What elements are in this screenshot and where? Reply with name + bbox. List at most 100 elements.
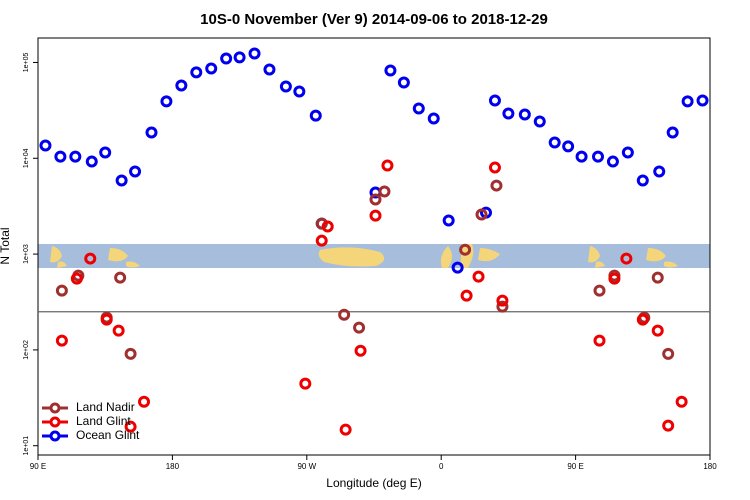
point bbox=[651, 324, 664, 337]
point bbox=[378, 185, 391, 198]
point bbox=[55, 334, 68, 347]
chart-title: 10S-0 November (Ver 9) 2014-09-06 to 201… bbox=[200, 11, 548, 28]
point bbox=[696, 94, 709, 107]
point bbox=[518, 108, 531, 121]
point bbox=[138, 395, 151, 408]
point bbox=[115, 174, 128, 187]
x-tick-label: 180 bbox=[703, 462, 717, 471]
legend-label: Land Glint bbox=[76, 414, 131, 428]
point bbox=[309, 109, 322, 122]
point bbox=[675, 395, 688, 408]
point bbox=[124, 420, 137, 433]
point bbox=[488, 161, 501, 174]
point bbox=[666, 126, 679, 139]
point bbox=[299, 377, 312, 390]
point bbox=[39, 139, 52, 152]
point bbox=[606, 155, 619, 168]
point bbox=[397, 76, 410, 89]
point bbox=[220, 52, 233, 65]
point bbox=[442, 214, 455, 227]
point bbox=[636, 174, 649, 187]
legend-label: Ocean Glint bbox=[76, 428, 140, 442]
point bbox=[490, 179, 503, 192]
point bbox=[548, 136, 561, 149]
point bbox=[608, 272, 621, 285]
x-tick-label: 90 E bbox=[30, 462, 46, 471]
legend-label: Land Nadir bbox=[76, 400, 135, 414]
point bbox=[353, 321, 366, 334]
legend-marker bbox=[49, 402, 61, 414]
point bbox=[384, 64, 397, 77]
point bbox=[100, 313, 113, 326]
point bbox=[593, 334, 606, 347]
legend-marker bbox=[49, 430, 61, 442]
plot-frame bbox=[37, 37, 711, 456]
point bbox=[592, 150, 604, 163]
point bbox=[54, 150, 67, 163]
point bbox=[636, 313, 649, 326]
point bbox=[653, 165, 666, 178]
point bbox=[593, 284, 606, 297]
point bbox=[681, 95, 694, 108]
x-tick-label: 90 E bbox=[567, 462, 583, 471]
point bbox=[369, 209, 382, 222]
point bbox=[412, 102, 425, 115]
y-axis-label: N Total bbox=[0, 227, 12, 264]
point bbox=[369, 193, 382, 206]
legend-marker bbox=[49, 416, 61, 428]
point bbox=[124, 347, 137, 360]
point bbox=[84, 252, 97, 265]
point bbox=[175, 79, 188, 92]
x-tick-label: 0 bbox=[439, 462, 444, 471]
point bbox=[533, 115, 546, 128]
point bbox=[427, 112, 440, 125]
point bbox=[662, 419, 675, 432]
y-tick-label: 1e+03 bbox=[23, 244, 30, 264]
point bbox=[248, 47, 261, 60]
point bbox=[621, 146, 634, 159]
y-tick-label: 1e+02 bbox=[23, 340, 30, 360]
point bbox=[145, 126, 158, 139]
point bbox=[575, 150, 588, 163]
point bbox=[562, 140, 575, 153]
point bbox=[233, 51, 246, 64]
point bbox=[55, 284, 68, 297]
x-axis-label: Longitude (deg E) bbox=[326, 476, 421, 490]
point bbox=[338, 308, 351, 321]
point bbox=[114, 271, 127, 284]
y-tick-label: 1e+04 bbox=[23, 148, 30, 168]
point bbox=[651, 271, 664, 284]
point bbox=[85, 155, 98, 168]
map-band bbox=[38, 244, 710, 268]
y-tick-label: 1e+01 bbox=[23, 436, 30, 456]
point bbox=[112, 324, 125, 337]
x-tick-label: 90 W bbox=[297, 462, 316, 471]
point bbox=[205, 62, 218, 75]
point bbox=[620, 252, 633, 265]
point bbox=[129, 165, 142, 178]
point bbox=[502, 107, 515, 120]
point bbox=[70, 272, 83, 285]
point bbox=[354, 344, 367, 357]
point bbox=[381, 159, 394, 172]
point bbox=[321, 220, 334, 233]
point bbox=[263, 63, 276, 76]
point bbox=[99, 146, 112, 159]
point bbox=[190, 66, 203, 79]
point bbox=[460, 289, 473, 302]
point bbox=[472, 270, 485, 283]
point bbox=[293, 85, 306, 98]
point bbox=[69, 150, 82, 163]
point bbox=[315, 234, 328, 247]
point bbox=[279, 80, 292, 93]
point bbox=[459, 243, 472, 256]
x-tick-label: 180 bbox=[166, 462, 180, 471]
point bbox=[475, 208, 488, 221]
point bbox=[451, 261, 464, 274]
point bbox=[496, 294, 509, 307]
y-tick-label: 1e+05 bbox=[23, 53, 30, 73]
point bbox=[488, 94, 501, 107]
point bbox=[339, 423, 352, 436]
point bbox=[160, 95, 173, 108]
